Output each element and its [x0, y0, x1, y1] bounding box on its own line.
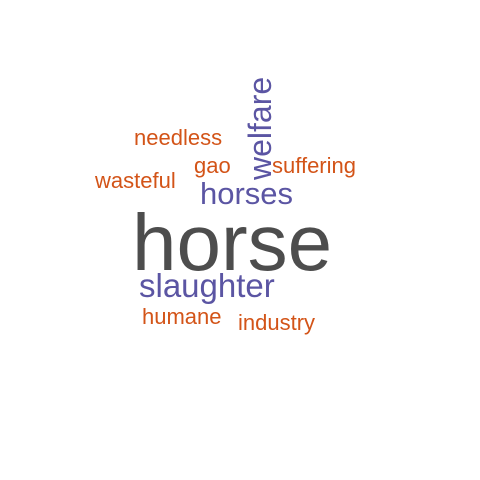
word-gao: gao — [194, 153, 231, 178]
word-wasteful: wasteful — [95, 168, 176, 193]
word-horses: horses — [200, 176, 294, 211]
word-horse: horse — [132, 198, 333, 287]
word-needless: needless — [134, 125, 223, 150]
word-industry: industry — [238, 310, 316, 335]
word-suffering: suffering — [272, 153, 356, 178]
word-humane: humane — [142, 304, 222, 329]
word-slaughter: slaughter — [139, 267, 275, 304]
